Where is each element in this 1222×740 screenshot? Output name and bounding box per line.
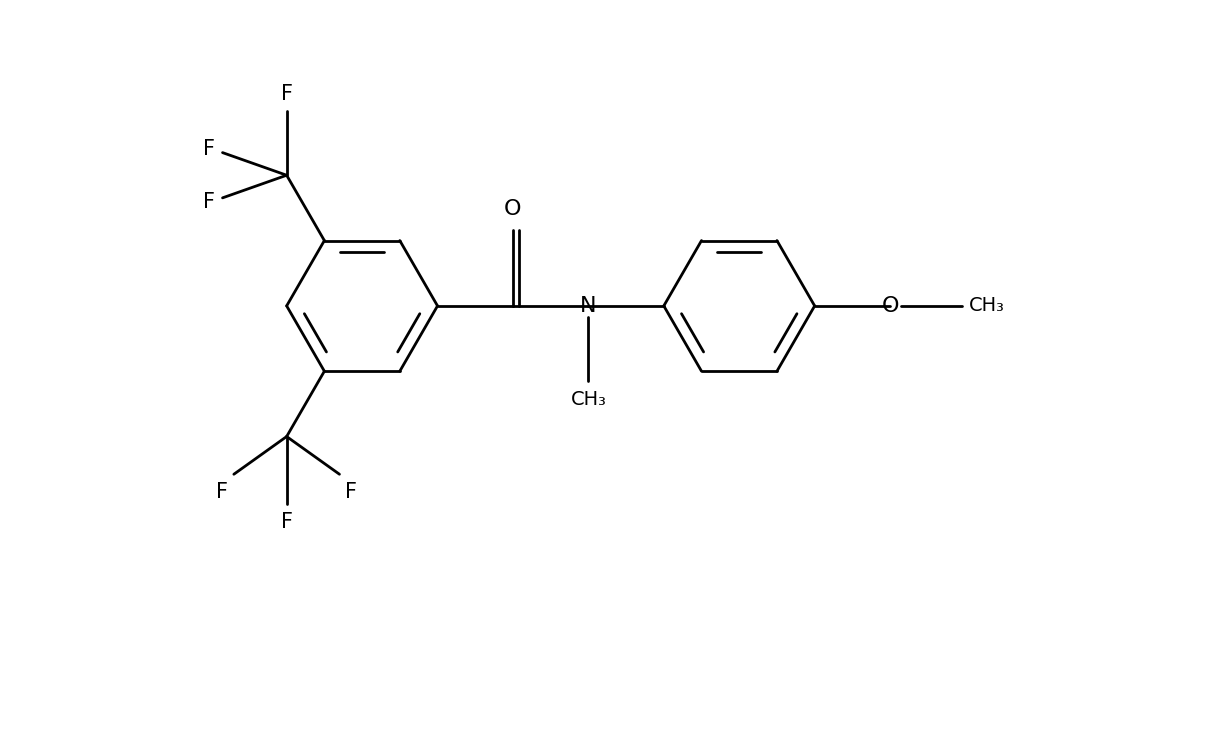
Text: F: F bbox=[203, 192, 215, 212]
Text: CH₃: CH₃ bbox=[969, 297, 1006, 315]
Text: F: F bbox=[281, 84, 292, 104]
Text: O: O bbox=[505, 199, 522, 219]
Text: F: F bbox=[346, 482, 358, 502]
Text: F: F bbox=[203, 139, 215, 159]
Text: N: N bbox=[580, 296, 596, 316]
Text: F: F bbox=[216, 482, 227, 502]
Text: O: O bbox=[881, 296, 899, 316]
Text: CH₃: CH₃ bbox=[571, 391, 606, 409]
Text: F: F bbox=[281, 512, 292, 532]
